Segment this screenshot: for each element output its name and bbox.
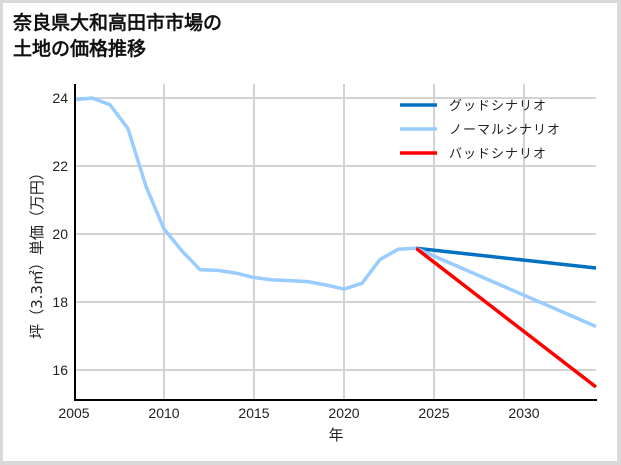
y-tick-label: 16: [52, 362, 68, 378]
legend-label: ノーマルシナリオ: [449, 123, 561, 138]
y-axis-label: 坪（3.3㎡）単価（万円）: [28, 165, 46, 339]
x-tick-label: 2030: [508, 405, 539, 421]
y-tick-label: 20: [52, 226, 68, 242]
y-tick-labels: 24 22 20 18 16: [52, 90, 68, 378]
x-tick-label: 2010: [148, 405, 179, 421]
legend-label: バッドシナリオ: [449, 147, 547, 162]
y-tick-label: 24: [52, 90, 68, 106]
y-tick-label: 18: [52, 294, 68, 310]
x-tick-label: 2025: [418, 405, 449, 421]
x-tick-label: 2015: [238, 405, 269, 421]
chart-title: 奈良県大和高田市市場の 土地の価格推移: [13, 10, 222, 62]
title-line-1: 奈良県大和高田市市場の: [13, 12, 223, 34]
series-line: [415, 246, 597, 270]
title-line-2: 土地の価格推移: [13, 38, 147, 60]
series-line: [415, 246, 597, 329]
series-line: [414, 246, 598, 389]
x-tick-labels: 2005 2010 2015 2020 2025 2030: [58, 405, 539, 421]
x-tick-label: 2005: [58, 405, 89, 421]
data-lines: [73, 96, 598, 389]
x-tick-label: 2020: [328, 405, 359, 421]
y-tick-label: 22: [52, 158, 68, 174]
chart-frame: [3, 3, 617, 461]
gridlines: [75, 84, 596, 400]
series-line: [73, 96, 417, 291]
x-axis-label: 年: [328, 426, 343, 444]
legend-label: グッドシナリオ: [449, 99, 547, 114]
